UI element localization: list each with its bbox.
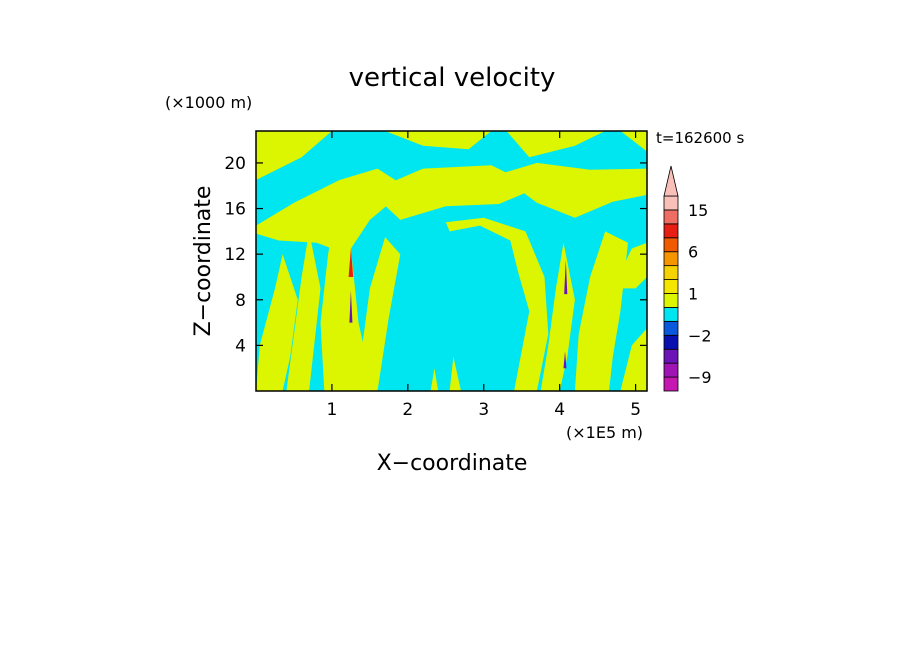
colorbar-extend-arrow (663, 165, 679, 197)
colorbar-label: 6 (688, 243, 698, 262)
field-region-6 (499, 162, 647, 218)
colorbar-bin (663, 320, 679, 336)
field-region-8 (358, 237, 401, 391)
colorbar: 15 6 1 −2 −9 (663, 165, 712, 392)
field-region-3 (620, 131, 647, 152)
colorbar-bin (663, 279, 679, 294)
x-tick-label: 5 (630, 400, 641, 420)
x-tick-label: 3 (478, 400, 489, 420)
time-label: t=162600 s (656, 129, 744, 147)
colorbar-label: 15 (688, 201, 708, 220)
field-region-9 (256, 254, 298, 391)
plot-frame (255, 130, 648, 392)
field-region-10 (286, 231, 321, 391)
x-tick-label: 1 (327, 400, 338, 420)
x-axis-label: X−coordinate (377, 451, 528, 476)
y-unit-label: (×1000 m) (165, 93, 252, 112)
field-region-16 (449, 356, 461, 391)
field-region-11 (445, 217, 549, 391)
field-region-4 (256, 168, 408, 255)
y-tick-label: 8 (235, 291, 246, 311)
colorbar-label: −2 (688, 326, 712, 345)
colorbar-bin (663, 223, 679, 239)
colorbar-label: 1 (688, 285, 698, 304)
field-region-2 (506, 131, 606, 158)
y-axis-label: Z−coordinate (191, 186, 216, 337)
field-region-15 (612, 242, 647, 289)
colorbar-bin (663, 348, 679, 364)
colorbar-label: −9 (688, 368, 712, 387)
colorbar-bin (663, 237, 679, 253)
field-region-13 (574, 231, 628, 391)
colorbar-bin (663, 265, 679, 280)
y-tick-label: 12 (224, 245, 246, 265)
field-region-5 (369, 165, 537, 220)
chart-title: vertical velocity (349, 63, 556, 93)
x-unit-label: (×1E5 m) (566, 423, 643, 442)
field-region-7 (320, 208, 374, 391)
y-tick-label: 4 (235, 336, 246, 356)
field-region-14 (620, 328, 647, 391)
colorbar-bin (663, 293, 679, 308)
colorbar-bin (663, 362, 679, 378)
colorbar-bin (663, 334, 679, 350)
x-tick-label: 4 (554, 400, 565, 420)
y-tick-label: 20 (224, 154, 246, 174)
field-region-0 (256, 131, 332, 180)
field-region-21 (563, 351, 567, 369)
field-region-17 (430, 368, 439, 391)
y-tick-label: 16 (224, 200, 246, 220)
field-region-1 (385, 131, 492, 150)
colorbar-bin (663, 251, 679, 267)
field-region-18 (348, 248, 354, 277)
field-region-20 (564, 259, 568, 295)
colorbar-bin (663, 376, 679, 392)
colorbar-bin (663, 195, 679, 211)
field-region-19 (349, 290, 353, 323)
x-tick-label: 2 (402, 400, 413, 420)
colorbar-bin (663, 307, 679, 322)
colorbar-bin (663, 209, 679, 225)
